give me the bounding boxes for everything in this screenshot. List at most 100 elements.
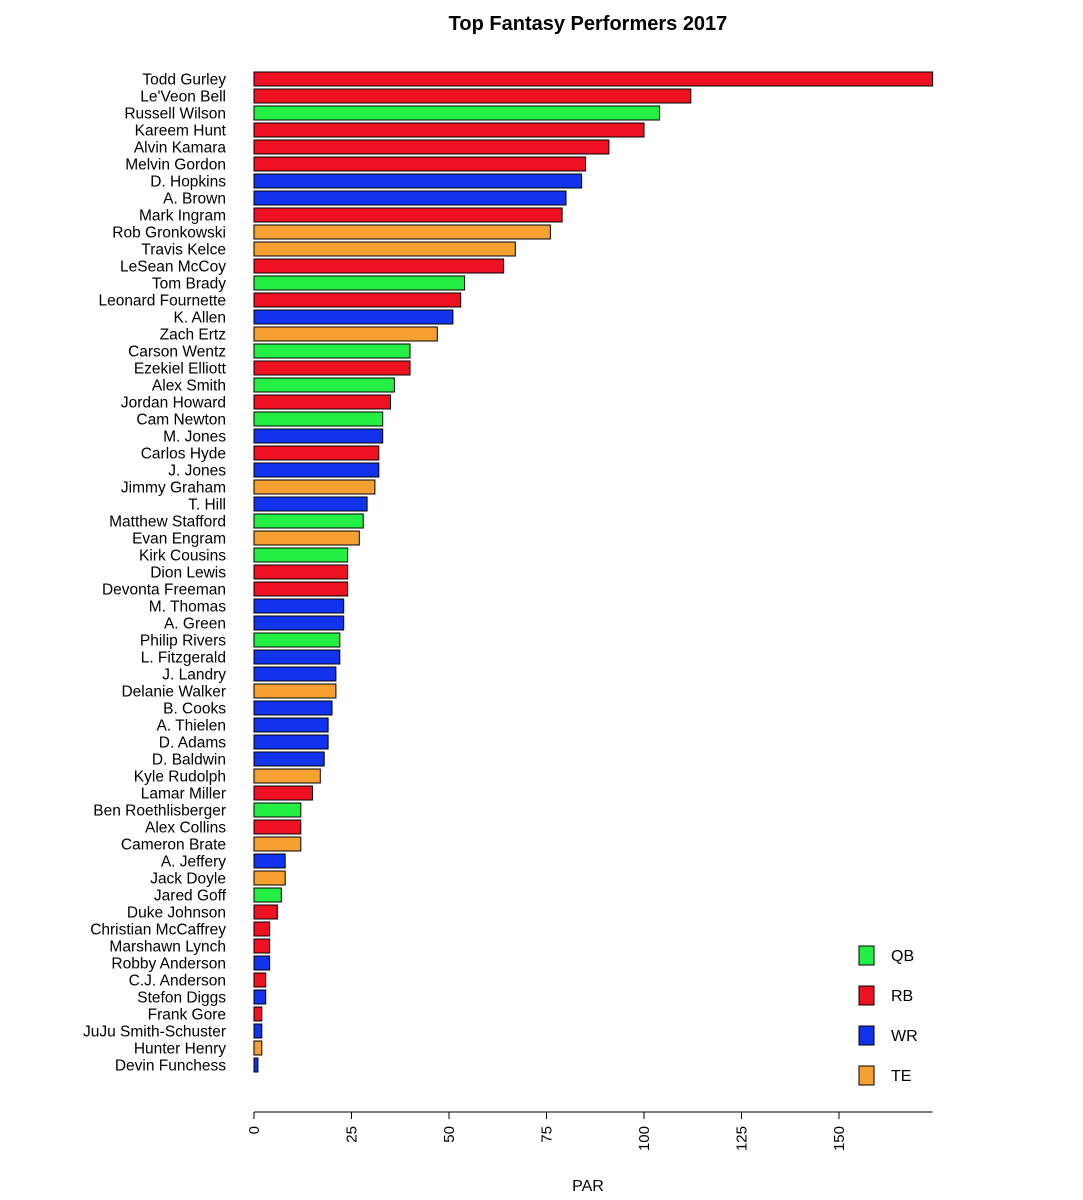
player-label: Tom Brady xyxy=(152,276,226,293)
legend-label-qb: QB xyxy=(891,948,914,965)
player-label: Matthew Stafford xyxy=(109,514,226,531)
player-label: Rob Gronkowski xyxy=(112,225,226,242)
player-label: K. Allen xyxy=(173,310,226,327)
bar xyxy=(253,190,567,206)
bar xyxy=(253,649,341,665)
player-label: Kirk Cousins xyxy=(139,548,226,565)
x-axis-title: PAR xyxy=(572,1178,604,1195)
player-label: Kyle Rudolph xyxy=(134,769,226,786)
bar xyxy=(253,904,278,920)
player-label: Christian McCaffrey xyxy=(90,922,226,939)
player-label: L. Fitzgerald xyxy=(141,650,226,667)
bar xyxy=(253,666,337,682)
player-label: Carson Wentz xyxy=(128,344,226,361)
player-label: Cameron Brate xyxy=(121,837,226,854)
player-label: J. Jones xyxy=(168,463,226,480)
bar xyxy=(253,326,438,342)
player-label: Leonard Fournette xyxy=(98,293,226,310)
bar xyxy=(253,683,337,699)
bar xyxy=(253,1006,263,1022)
player-label: A. Jeffery xyxy=(161,854,226,871)
player-label: M. Thomas xyxy=(149,599,226,616)
bar xyxy=(253,241,516,257)
bar xyxy=(253,700,333,716)
bar xyxy=(253,1023,263,1039)
bar xyxy=(253,394,391,410)
bar xyxy=(253,530,360,546)
bar xyxy=(253,870,286,886)
player-label: Hunter Henry xyxy=(134,1041,226,1058)
bar xyxy=(253,972,267,988)
bar xyxy=(253,207,563,223)
player-label: Philip Rivers xyxy=(140,633,226,650)
bar xyxy=(253,156,586,172)
bar xyxy=(253,938,271,954)
bar xyxy=(253,309,454,325)
player-label: Alex Smith xyxy=(152,378,226,395)
bar xyxy=(253,717,329,733)
bar xyxy=(253,105,661,121)
bar xyxy=(253,292,462,308)
legend-swatch-te xyxy=(858,1065,875,1086)
bar xyxy=(253,853,286,869)
bar xyxy=(253,377,395,393)
legend: QB RB WR TE xyxy=(858,945,918,1086)
player-label: B. Cooks xyxy=(163,701,226,718)
bar xyxy=(253,581,349,597)
bar xyxy=(253,547,349,563)
player-label: Devin Funchess xyxy=(115,1058,226,1075)
player-label: D. Hopkins xyxy=(150,174,226,191)
player-label: Cam Newton xyxy=(136,412,226,429)
bar xyxy=(253,768,321,784)
player-label: LeSean McCoy xyxy=(120,259,226,276)
bar xyxy=(253,275,466,291)
player-label: JuJu Smith-Schuster xyxy=(83,1024,226,1041)
bar xyxy=(253,173,583,189)
bar xyxy=(253,428,384,444)
player-label: Le'Veon Bell xyxy=(140,89,226,106)
player-label: Alex Collins xyxy=(145,820,226,837)
bar xyxy=(253,445,380,461)
bar xyxy=(253,785,313,801)
player-label: Ben Roethlisberger xyxy=(93,803,226,820)
bar xyxy=(253,615,345,631)
bar xyxy=(253,989,267,1005)
player-label: T. Hill xyxy=(188,497,226,514)
player-label: Devonta Freeman xyxy=(102,582,226,599)
player-label: D. Baldwin xyxy=(152,752,226,769)
legend-swatch-qb xyxy=(858,945,875,966)
player-label: Zach Ertz xyxy=(160,327,226,344)
player-label: Todd Gurley xyxy=(142,72,226,89)
player-label: Kareem Hunt xyxy=(135,123,227,140)
bar xyxy=(253,836,302,852)
bar xyxy=(253,513,364,529)
bar xyxy=(253,139,610,155)
player-label: Jimmy Graham xyxy=(121,480,226,497)
x-tick-label: 25 xyxy=(344,1126,361,1143)
bar xyxy=(253,887,282,903)
player-label: Stefon Diggs xyxy=(137,990,226,1007)
legend-label-rb: RB xyxy=(891,988,913,1005)
player-label: Evan Engram xyxy=(132,531,226,548)
bar xyxy=(253,564,349,580)
player-label: Jordan Howard xyxy=(121,395,226,412)
player-label: Travis Kelce xyxy=(141,242,226,259)
bar xyxy=(253,462,380,478)
player-label: Russell Wilson xyxy=(124,106,226,123)
bar xyxy=(253,496,368,512)
player-label: A. Thielen xyxy=(156,718,226,735)
bar xyxy=(253,734,329,750)
player-label: Robby Anderson xyxy=(111,956,226,973)
bar xyxy=(253,1040,263,1056)
player-label: Jared Goff xyxy=(154,888,227,905)
bar xyxy=(253,1057,259,1073)
player-label: A. Green xyxy=(164,616,226,633)
player-label: Duke Johnson xyxy=(127,905,226,922)
bar xyxy=(253,955,271,971)
bar xyxy=(253,88,692,104)
bar xyxy=(253,921,271,937)
bar xyxy=(253,479,376,495)
